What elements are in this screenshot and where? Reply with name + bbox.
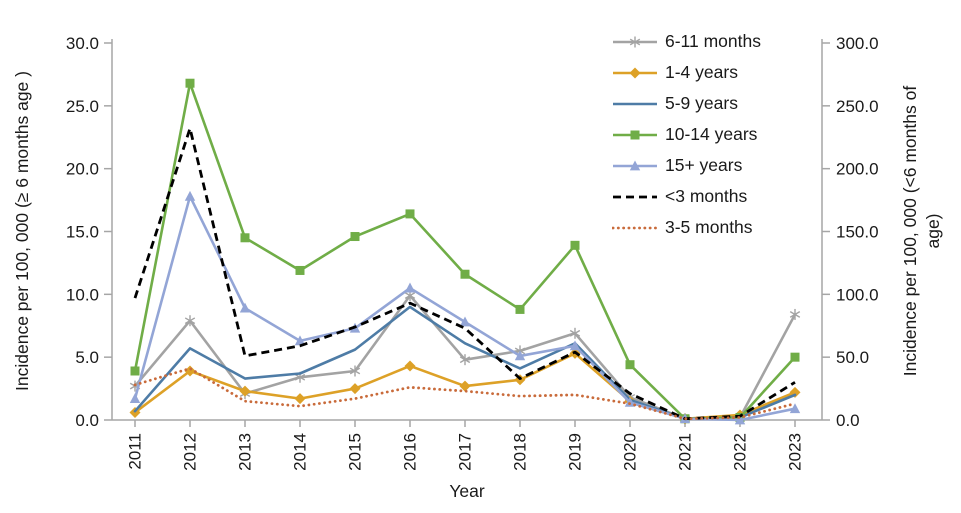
right-axis-tick-label: 250.0 bbox=[836, 97, 879, 116]
legend-item: 10-14 years bbox=[612, 119, 761, 150]
x-axis-year-label: 2020 bbox=[621, 433, 640, 471]
x-axis-year-label: 2016 bbox=[401, 433, 420, 471]
legend-item: 1-4 years bbox=[612, 57, 761, 88]
legend-item: 5-9 years bbox=[612, 88, 761, 119]
x-axis-year-label: 2022 bbox=[731, 433, 750, 471]
left-axis-tick-label: 10.0 bbox=[66, 285, 99, 304]
legend-item: 3-5 months bbox=[612, 212, 761, 243]
left-axis-tick-label: 30.0 bbox=[66, 34, 99, 53]
legend-marker-diamond-icon bbox=[613, 67, 657, 78]
right-axis-tick-label: 0.0 bbox=[836, 411, 860, 430]
x-axis-year-label: 2017 bbox=[456, 433, 475, 471]
legend-label: 5-9 years bbox=[665, 93, 738, 113]
legend-label: 10-14 years bbox=[665, 124, 758, 144]
left-axis-tick-label: 25.0 bbox=[66, 97, 99, 116]
legend-label: 6-11 months bbox=[665, 31, 761, 51]
x-axis-title: Year bbox=[449, 481, 485, 501]
legend-marker-asterisk-icon bbox=[613, 36, 657, 47]
left-axis-tick-label: 15.0 bbox=[66, 223, 99, 242]
right-axis-tick-label: 150.0 bbox=[836, 223, 879, 242]
legend: 6-11 months 1-4 years 5-9 years 10-14 years… bbox=[612, 26, 761, 243]
legend-marker-solid-icon bbox=[613, 102, 657, 105]
legend-label: 3-5 months bbox=[665, 217, 753, 237]
x-axis-year-label: 2021 bbox=[676, 433, 695, 471]
y-axis-title-right-line1: Incidence per 100, 000 (<6 months of bbox=[900, 86, 920, 377]
axes-layer: 0.0 5.0 10.0 15.0 20.0 25.0 30.0 0.0 50.0 100.0 15… bbox=[66, 34, 879, 471]
x-axis-year-label: 2012 bbox=[181, 433, 200, 471]
legend-label: 1-4 years bbox=[665, 62, 738, 82]
right-axis-tick-label: 300.0 bbox=[836, 34, 879, 53]
legend-marker-square-icon bbox=[613, 130, 657, 139]
legend-label: <3 months bbox=[665, 186, 748, 206]
x-axis-year-label: 2018 bbox=[511, 433, 530, 471]
left-axis-tick-label: 0.0 bbox=[75, 411, 99, 430]
legend-marker-dotted-icon bbox=[612, 226, 658, 229]
series-3-5-months bbox=[133, 367, 797, 421]
y-axis-title-left: Incidence per 100, 000 (≥ 6 months age ) bbox=[12, 71, 32, 391]
x-axis-year-label: 2019 bbox=[566, 433, 585, 471]
legend-marker-dashed-icon bbox=[613, 195, 657, 198]
legend-marker-triangle-icon bbox=[613, 160, 657, 170]
y-axis-title-right-line2: age) bbox=[923, 213, 943, 248]
series-6-11-months bbox=[129, 290, 801, 425]
x-axis-year-label: 2013 bbox=[236, 433, 255, 471]
x-axis-year-label: 2023 bbox=[786, 433, 805, 471]
left-axis-tick-label: 5.0 bbox=[75, 348, 99, 367]
legend-label: 15+ years bbox=[665, 155, 743, 175]
left-axis-tick-label: 20.0 bbox=[66, 160, 99, 179]
right-axis-tick-label: 200.0 bbox=[836, 160, 879, 179]
x-axis-year-label: 2014 bbox=[291, 433, 310, 471]
x-axis-year-label: 2015 bbox=[346, 433, 365, 471]
legend-item: 15+ years bbox=[612, 150, 761, 181]
legend-item: 6-11 months bbox=[612, 26, 761, 57]
series-layer bbox=[129, 78, 801, 425]
legend-item: <3 months bbox=[612, 181, 761, 212]
right-axis-tick-label: 50.0 bbox=[836, 348, 869, 367]
x-axis-year-label: 2011 bbox=[126, 433, 145, 470]
right-axis-tick-label: 100.0 bbox=[836, 285, 879, 304]
